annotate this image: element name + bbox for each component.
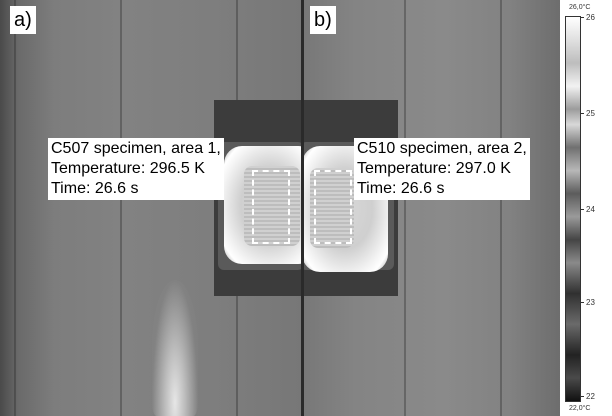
colorbar — [565, 16, 581, 402]
info-line-temperature: Temperature: 296.5 K — [51, 160, 205, 177]
measurement-area-1 — [252, 170, 290, 244]
thermal-panel-b: b) C510 specimen, area 2, Temperature: 2… — [304, 0, 560, 416]
stripe — [120, 0, 122, 416]
scale-tick-label: 25 — [586, 109, 595, 118]
info-line-time: Time: 26.6 s — [51, 180, 139, 197]
info-line-temperature: Temperature: 297.0 K — [357, 160, 511, 177]
stripe — [404, 0, 406, 416]
panel-divider — [301, 0, 304, 416]
info-box-b: C510 specimen, area 2, Temperature: 297.… — [354, 138, 530, 200]
scale-tick — [580, 113, 584, 114]
info-line-specimen: C510 specimen, area 2, — [357, 140, 527, 157]
panel-label-b: b) — [310, 6, 336, 34]
scale-max-label: 26,0°C — [569, 4, 591, 11]
scale-tick-label: 26 — [586, 13, 595, 22]
scale-tick — [580, 17, 584, 18]
scale-tick-label: 22 — [586, 392, 595, 401]
panel-label-a: a) — [10, 6, 36, 34]
heat-plume — [152, 280, 198, 416]
info-line-specimen: C507 specimen, area 1, — [51, 140, 221, 157]
thermal-panel-a: a) C507 specimen, area 1, Temperature: 2… — [0, 0, 302, 416]
info-box-a: C507 specimen, area 1, Temperature: 296.… — [48, 138, 224, 200]
specimen-core — [310, 168, 354, 248]
stripe — [14, 0, 16, 416]
scale-tick — [580, 209, 584, 210]
stripe — [500, 0, 502, 416]
scale-min-label: 22,0°C — [569, 405, 591, 412]
scale-tick-label: 23 — [586, 298, 595, 307]
measurement-area-2 — [314, 170, 352, 244]
scale-tick — [580, 396, 584, 397]
temperature-scale: 26,0°C 26 25 24 23 22 22,0°C — [560, 0, 612, 416]
scale-tick-label: 24 — [586, 205, 595, 214]
info-line-time: Time: 26.6 s — [357, 180, 445, 197]
scale-tick — [580, 302, 584, 303]
